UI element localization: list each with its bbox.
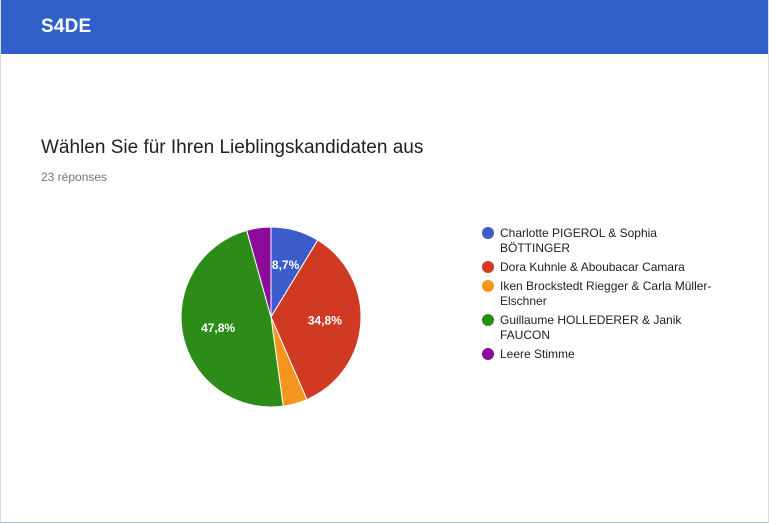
app-header: S4DE: [1, 0, 768, 54]
slice-percent-label: 8,7%: [272, 258, 300, 272]
legend-label: Charlotte PIGEROL & Sophia BÖTTINGER: [500, 226, 657, 255]
brand-title: S4DE: [41, 16, 92, 37]
pie-slice[interactable]: [246, 226, 272, 318]
legend-item[interactable]: Leere Stimme: [482, 347, 712, 362]
legend-item[interactable]: Guillaume HOLLEDERER & Janik FAUCON: [482, 313, 712, 343]
legend-swatch-icon: [482, 314, 494, 326]
legend-swatch-icon: [482, 280, 494, 292]
legend-label: Iken Brockstedt Riegger & Carla Müller-E…: [500, 279, 712, 308]
slice-percent-label: 34,8%: [308, 314, 342, 328]
legend-label: Dora Kuhnle & Aboubacar Camara: [500, 260, 685, 274]
pie-slice[interactable]: [180, 229, 284, 408]
legend-item[interactable]: Iken Brockstedt Riegger & Carla Müller-E…: [482, 279, 712, 309]
legend-swatch-icon: [482, 227, 494, 239]
legend-swatch-icon: [482, 348, 494, 360]
pie-slice[interactable]: [270, 239, 362, 401]
legend-item[interactable]: Dora Kuhnle & Aboubacar Camara: [482, 260, 712, 275]
response-count: 23 réponses: [41, 170, 108, 184]
chart-legend: Charlotte PIGEROL & Sophia BÖTTINGER Dora…: [482, 226, 712, 366]
legend-swatch-icon: [482, 261, 494, 273]
legend-item[interactable]: Charlotte PIGEROL & Sophia BÖTTINGER: [482, 226, 712, 256]
legend-label: Guillaume HOLLEDERER & Janik FAUCON: [500, 313, 682, 342]
slice-percent-label: 47,8%: [201, 321, 235, 335]
legend-label: Leere Stimme: [500, 347, 575, 361]
question-title: Wählen Sie für Ihren Lieblingskandidaten…: [41, 137, 424, 158]
